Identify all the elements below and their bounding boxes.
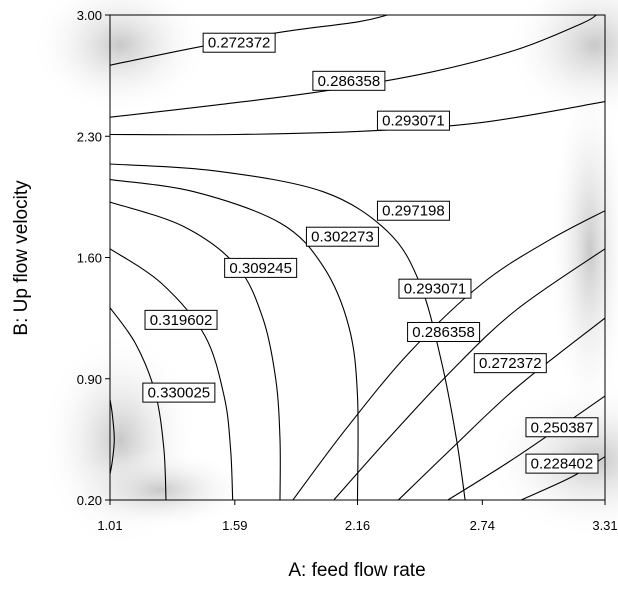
contour-label-box — [473, 353, 547, 374]
contour-line — [333, 248, 606, 501]
contour-label: 0.272372 — [202, 32, 276, 53]
contour-line — [109, 179, 359, 501]
contour-label-box — [525, 417, 599, 438]
x-tick-label: 3.31 — [592, 518, 617, 533]
y-tick-label: 2.30 — [77, 129, 102, 144]
contour-line — [109, 101, 606, 136]
y-tick-label: 3.00 — [77, 8, 102, 23]
contour-label-box — [376, 200, 450, 221]
contour-label-text: 0.250387 — [531, 419, 594, 436]
contour-label-box — [376, 110, 450, 131]
contour-label-box — [202, 32, 276, 53]
contour-label-box — [407, 321, 481, 342]
y-tick-label: 0.90 — [77, 372, 102, 387]
contour-label-text: 0.286358 — [412, 324, 475, 341]
contour-line — [109, 201, 281, 501]
contour-line — [109, 163, 466, 501]
contour-label-text: 0.228402 — [531, 456, 594, 473]
contour-label-box — [144, 309, 218, 330]
contour-label-box — [525, 453, 599, 474]
contour-label: 0.293071 — [398, 278, 472, 299]
contour-label-text: 0.330025 — [148, 385, 211, 402]
contour-label-text: 0.286358 — [318, 73, 381, 90]
shading-blob — [70, 450, 250, 530]
contour-label-text: 0.297198 — [382, 203, 445, 220]
contour-label-text: 0.319602 — [150, 312, 213, 329]
contour-line — [398, 317, 606, 501]
contour-label-text: 0.302273 — [311, 229, 374, 246]
contour-label: 0.330025 — [142, 382, 216, 403]
y-tick-label: 0.20 — [77, 493, 102, 508]
contour-label-text: 0.293071 — [382, 113, 445, 130]
contour-label-box — [142, 382, 216, 403]
x-tick-label: 1.01 — [97, 518, 122, 533]
contour-label-text: 0.272372 — [208, 35, 271, 52]
contour-label-text: 0.272372 — [479, 355, 542, 372]
x-tick-label: 2.74 — [470, 518, 495, 533]
y-axis-title: B: Up flow velocity — [11, 180, 32, 336]
contour-line — [109, 14, 597, 118]
contour-label: 0.286358 — [312, 70, 386, 91]
contour-line — [109, 399, 115, 475]
x-tick-label: 1.59 — [222, 518, 247, 533]
x-axis: 1.01 1.59 2.16 2.74 3.31 — [97, 500, 618, 533]
contour-label: 0.297198 — [376, 200, 450, 221]
contour-line — [109, 14, 388, 66]
contour-label: 0.293071 — [376, 110, 450, 131]
contour-label-box — [312, 70, 386, 91]
contour-label: 0.228402 — [525, 453, 599, 474]
contour-label-text: 0.293071 — [404, 281, 467, 298]
contour-label-box — [224, 257, 298, 278]
contour-label: 0.272372 — [473, 353, 547, 374]
contour-label: 0.250387 — [525, 417, 599, 438]
shading-blob — [30, 0, 210, 115]
contour-label: 0.309245 — [224, 257, 298, 278]
plot-shading — [30, 0, 618, 550]
contour-lines — [109, 14, 606, 501]
contour-label-box — [398, 278, 472, 299]
y-tick-label: 1.60 — [77, 251, 102, 266]
shading-blob — [550, 70, 618, 430]
contour-line — [447, 395, 606, 501]
contour-labels: 0.2723720.2863580.2930710.2971980.302273… — [142, 32, 599, 474]
contour-label-text: 0.309245 — [229, 260, 292, 277]
contour-label-box — [305, 226, 379, 247]
x-tick-label: 2.16 — [345, 518, 370, 533]
contour-label: 0.319602 — [144, 309, 218, 330]
contour-label: 0.302273 — [305, 226, 379, 247]
y-axis: 0.20 0.90 1.60 2.30 3.00 — [77, 8, 110, 508]
x-axis-title: A: feed flow rate — [288, 560, 425, 581]
contour-label: 0.286358 — [407, 321, 481, 342]
contour-line — [109, 248, 234, 501]
